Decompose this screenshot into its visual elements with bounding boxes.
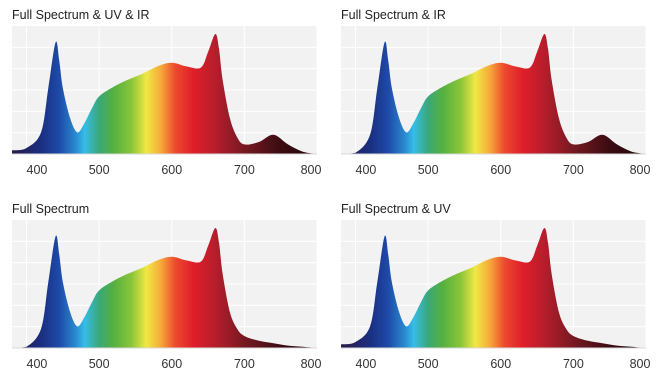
x-tick-label: 500 — [418, 357, 439, 371]
x-tick-label: 500 — [418, 163, 439, 177]
x-tick-label: 800 — [301, 357, 322, 371]
x-tick-label: 400 — [356, 163, 377, 177]
x-tick-label: 600 — [490, 163, 511, 177]
spectrum-area — [12, 33, 317, 154]
x-tick-label: 800 — [301, 163, 322, 177]
chart-panel-uv-ir: Full Spectrum & UV & IR 400 500 600 700 800 — [12, 8, 332, 188]
x-tick-label: 700 — [234, 357, 255, 371]
x-tick-label: 700 — [234, 163, 255, 177]
spectrum-chart: 400 500 600 700 800 — [341, 26, 651, 177]
x-tick-label: 400 — [27, 163, 48, 177]
chart-panel-ir: Full Spectrum & IR 400 500 600 700 800 — [341, 8, 661, 188]
x-tick-label: 500 — [89, 357, 110, 371]
chart-title: Full Spectrum & UV & IR — [12, 8, 150, 22]
x-tick-label: 600 — [490, 357, 511, 371]
spectrum-area — [341, 33, 646, 154]
spectrum-area — [12, 227, 317, 348]
x-tick-label: 700 — [563, 357, 584, 371]
chart-title: Full Spectrum & UV — [341, 202, 451, 216]
x-tick-label: 700 — [563, 163, 584, 177]
chart-panel-full: Full Spectrum 400 500 600 700 800 — [12, 202, 332, 382]
x-tick-label: 600 — [161, 163, 182, 177]
spectrum-chart: 400 500 600 700 800 — [12, 220, 322, 371]
chart-panel-uv: Full Spectrum & UV 400 500 600 700 800 — [341, 202, 661, 382]
x-tick-label: 600 — [161, 357, 182, 371]
chart-title: Full Spectrum & IR — [341, 8, 446, 22]
x-tick-label: 500 — [89, 163, 110, 177]
spectrum-area — [341, 227, 646, 348]
x-tick-label: 800 — [630, 357, 651, 371]
chart-title: Full Spectrum — [12, 202, 90, 216]
x-tick-label: 400 — [27, 357, 48, 371]
x-tick-label: 800 — [630, 163, 651, 177]
spectrum-chart: 400 500 600 700 800 — [341, 220, 651, 371]
x-tick-label: 400 — [356, 357, 377, 371]
spectrum-chart: 400 500 600 700 800 — [12, 26, 322, 177]
